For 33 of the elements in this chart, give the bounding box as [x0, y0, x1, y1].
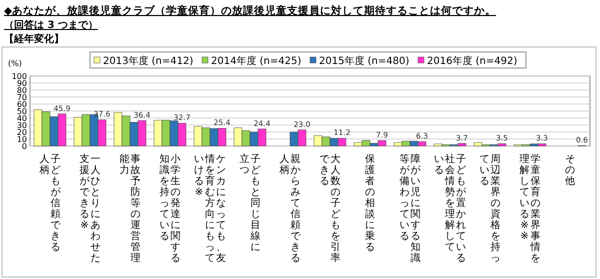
- category: 事故予防等の運営管理能力: [120, 154, 140, 264]
- legend-label: 2016年度 (n=492): [427, 55, 518, 67]
- subtitle: （回答は 3 つまで）: [4, 20, 98, 31]
- y-tick-label: 40: [16, 114, 27, 123]
- category: 小学生の発達に関する知識を持っている: [160, 154, 180, 264]
- category: 親からみて信頼できる人柄: [280, 154, 300, 264]
- y-tick-label: 80: [16, 86, 27, 95]
- y-axis-title: (%): [8, 59, 22, 68]
- category: 子どもと同じ目線に立つ: [240, 154, 260, 255]
- legend-label: 2015年度 (n=480): [319, 55, 410, 67]
- category: 一人ひとりにあわせた支援ができる※: [80, 154, 100, 264]
- legend-label: 2014年度 (n=425): [211, 55, 302, 67]
- y-tick-label: 100: [12, 72, 27, 81]
- title: ◆あなたが、放課後児童クラブ（学童保育）の放課後児童支援員に対して期待することは何ですか。: [4, 5, 496, 17]
- y-tick-label: 90: [16, 79, 27, 88]
- category: 子どもが信頼できる人柄: [40, 154, 60, 255]
- category: 障がい児に関する知識等が備わっている: [400, 154, 420, 264]
- y-tick-label: 50: [16, 107, 27, 116]
- y-tick-label: 0: [22, 142, 27, 151]
- annotation: 【経年変化】: [4, 34, 64, 45]
- y-tick-label: 70: [16, 93, 27, 102]
- legend-label: 2013年度 (n=412): [103, 55, 194, 67]
- category: 大人数の子どもを引率できる: [320, 154, 340, 264]
- y-tick-label: 60: [16, 100, 27, 109]
- category: 周辺業界の資格を持っている: [480, 154, 500, 264]
- category: 子どもが置かれている社会情勢を理解している: [434, 154, 466, 264]
- category: 学童保育の業界事情を理解している※※: [520, 154, 540, 264]
- y-tick-label: 20: [16, 128, 27, 137]
- category: 保護者の相談に乗る: [365, 154, 375, 255]
- y-tick-label: 30: [16, 121, 27, 130]
- category: ケンカになっても、友情を育む方向にもっていける※: [194, 154, 226, 264]
- y-tick-label: 10: [16, 135, 27, 144]
- category: その他: [565, 154, 575, 189]
